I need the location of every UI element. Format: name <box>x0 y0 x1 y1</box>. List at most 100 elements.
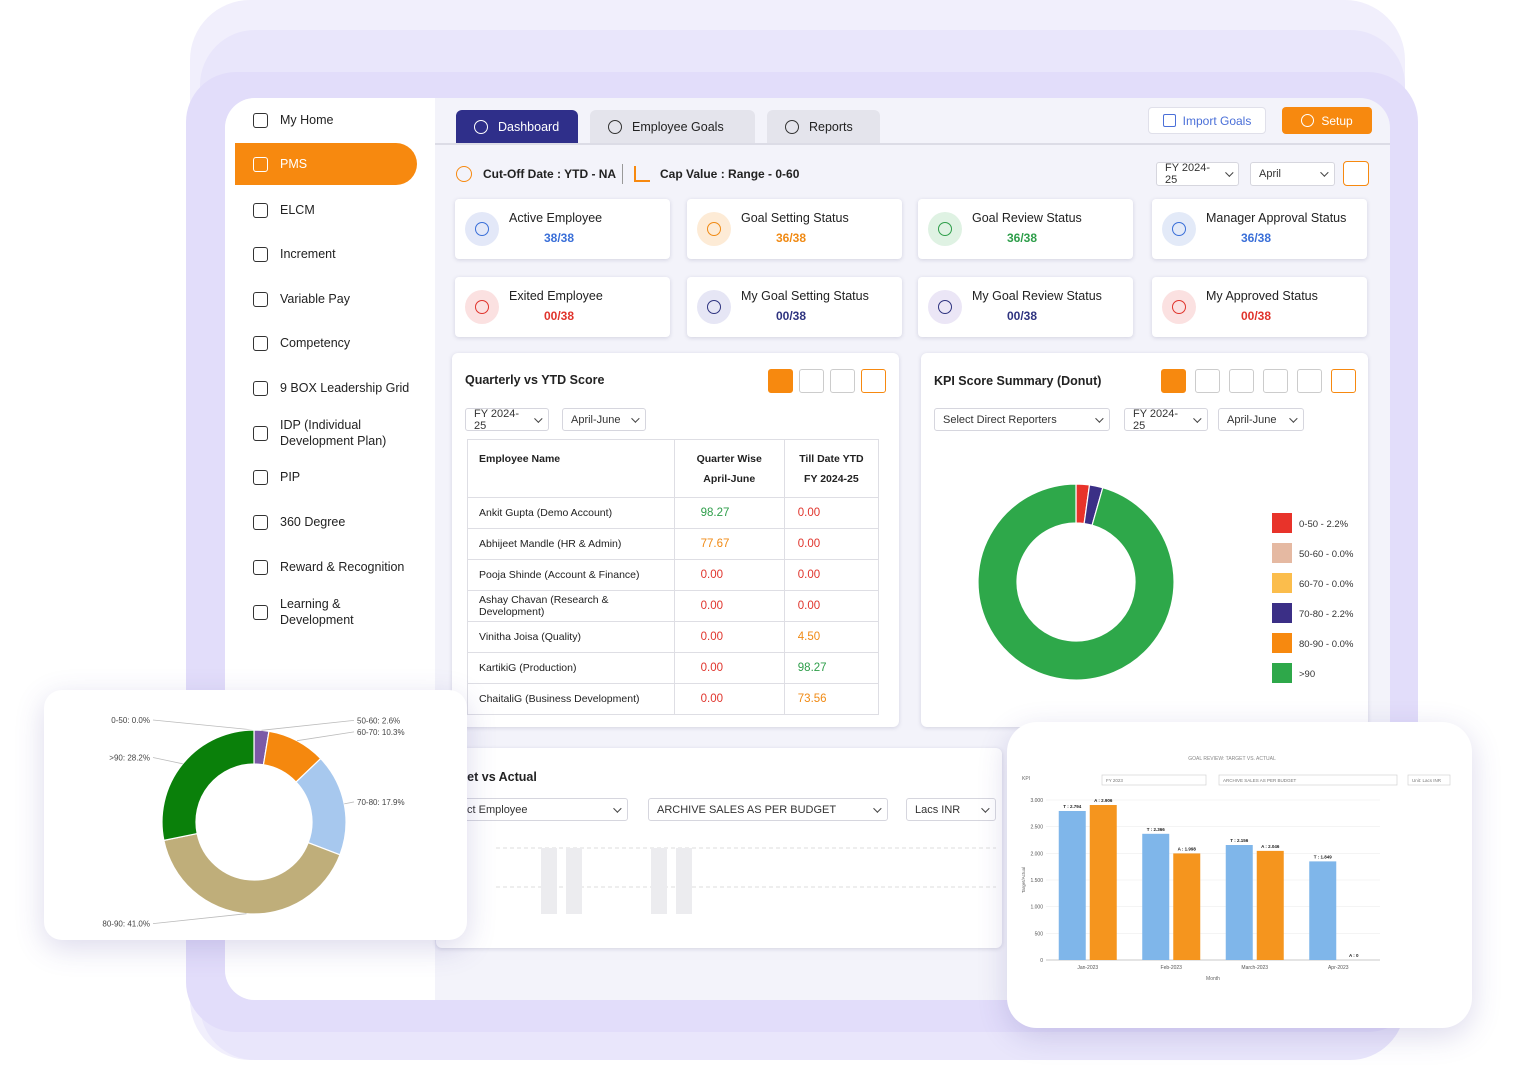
leader-line <box>152 913 247 925</box>
chart-option[interactable] <box>1195 369 1220 393</box>
menu-item[interactable]: Increment <box>253 237 423 271</box>
table-row: Ankit Gupta (Demo Account) 98.27 0.00 <box>467 497 880 529</box>
table-cell: 0.00 <box>783 559 880 591</box>
tab[interactable]: Dashboard <box>456 110 578 144</box>
chart-option[interactable] <box>799 369 824 393</box>
donut-slice <box>977 483 1175 681</box>
chart-option[interactable] <box>1331 369 1356 393</box>
menu-item[interactable]: Learning & Development <box>253 595 423 629</box>
table-cell: Vinitha Joisa (Quality) <box>467 621 675 653</box>
select[interactable]: FY 2024-25 <box>465 407 549 432</box>
menu-item[interactable]: Reward & Recognition <box>253 550 423 584</box>
select[interactable]: FY 2024-25 <box>1156 162 1239 186</box>
leader-line <box>152 719 255 731</box>
menu-item[interactable]: Competency <box>253 326 423 360</box>
card-title: Active Employee <box>509 211 603 225</box>
y-tick-label: 1.000 <box>1030 905 1043 911</box>
menu-label: Reward & Recognition <box>280 560 405 574</box>
table-head: Employee Name Quarter Wise April-June Till … <box>467 439 880 498</box>
bar <box>1309 861 1337 960</box>
header-cell: Employee Name <box>467 439 675 498</box>
table-cell: 0.00 <box>783 590 880 622</box>
card-title: My Goal Review Status <box>972 289 1102 303</box>
menu-item[interactable]: PIP <box>253 460 423 494</box>
import-button[interactable]: Import Goals <box>1148 107 1266 134</box>
card-icon-glyph <box>1172 300 1186 314</box>
table-cell: 0.00 <box>783 497 880 529</box>
x-tick-label: Feb-2023 <box>1161 965 1183 971</box>
menu-item[interactable]: My Home <box>253 103 423 137</box>
chart-option[interactable] <box>1161 369 1186 393</box>
select[interactable]: ARCHIVE SALES AS PER BUDGET <box>648 798 888 821</box>
y-tick-label: 2.500 <box>1030 825 1043 831</box>
select-label: Select Direct Reporters <box>943 413 1057 426</box>
select[interactable]: April-June <box>562 408 646 431</box>
slice-label: 50-60: 2.6% <box>357 716 400 725</box>
select[interactable]: April <box>1250 162 1335 186</box>
menu-item[interactable]: PMS <box>253 147 423 181</box>
value-label: A : 2.906 <box>1094 798 1113 803</box>
bar <box>1058 810 1086 960</box>
slice-label: 0-50: 0.0% <box>111 716 150 725</box>
table-cell: ChaitaliG (Business Development) <box>467 683 675 715</box>
header-text: Till Date YTD <box>799 452 864 465</box>
download-button[interactable] <box>1343 161 1369 186</box>
menu-label: My Home <box>280 113 334 127</box>
menu-label: ELCM <box>280 203 315 217</box>
card-title: My Approved Status <box>1206 289 1318 303</box>
y-axis-label: Target/Actual <box>1021 867 1026 893</box>
menu-item[interactable]: 9 BOX Leadership Grid <box>253 371 423 405</box>
icon <box>253 335 268 351</box>
icon <box>253 112 268 128</box>
tab-icon <box>608 120 622 134</box>
card-value: 00/38 <box>543 309 575 323</box>
table-row: ChaitaliG (Business Development) 0.00 73.5… <box>467 683 880 715</box>
setup-button[interactable]: Setup <box>1282 107 1372 134</box>
card-value: 36/38 <box>1006 231 1038 245</box>
card-value: 36/38 <box>1240 231 1272 245</box>
value-label: T : 2.366 <box>1147 827 1166 832</box>
card-value: 00/38 <box>1240 309 1272 323</box>
menu-item[interactable]: IDP (Individual Development Plan) <box>253 416 423 450</box>
tab-icon <box>785 120 799 134</box>
chart-option[interactable] <box>861 369 886 393</box>
select[interactable]: April-June <box>1218 408 1304 431</box>
value-label: A : 0 <box>1349 953 1359 958</box>
legend-swatch <box>1272 573 1292 593</box>
table-body: Ankit Gupta (Demo Account) 98.27 0.00 Abhij… <box>467 497 880 715</box>
chart-option[interactable] <box>1297 369 1322 393</box>
tab[interactable]: Employee Goals <box>590 110 755 144</box>
menu-label: PIP <box>280 470 301 484</box>
card-value: 38/38 <box>543 231 575 245</box>
status-card: My Goal Review Status 00/38 <box>918 277 1133 337</box>
select[interactable]: FY 2024-25 <box>1124 408 1208 432</box>
y-tick-label: 500 <box>1035 931 1044 937</box>
x-tick-label: March-2023 <box>1241 965 1268 971</box>
menu-label: Competency <box>280 336 351 350</box>
select[interactable]: Lacs INR <box>906 798 996 821</box>
menu-item[interactable]: 360 Degree <box>253 505 423 539</box>
card-value: 00/38 <box>775 309 807 323</box>
chart-option[interactable] <box>768 369 793 393</box>
chart-option[interactable] <box>830 369 855 393</box>
table-cell: Ashay Chavan (Research & Development) <box>467 590 675 622</box>
select-label: ARCHIVE SALES AS PER BUDGET <box>1223 778 1297 783</box>
chart-option[interactable] <box>1229 369 1254 393</box>
select-label: April <box>1259 168 1282 180</box>
menu-item[interactable]: ELCM <box>253 193 423 227</box>
slice-label: 80-90: 41.0% <box>102 920 150 929</box>
select-label: FY 2024-25 <box>474 407 520 432</box>
tab[interactable]: Reports <box>767 110 880 144</box>
table-row: KartikiG (Production) 0.00 98.27 <box>467 652 880 684</box>
menu-item[interactable]: Variable Pay <box>253 282 423 316</box>
table-cell: 98.27 <box>673 497 785 529</box>
table-cell: Pooja Shinde (Account & Finance) <box>467 559 675 591</box>
menu-label: PMS <box>280 157 308 171</box>
chart-option[interactable] <box>1263 369 1288 393</box>
icon <box>253 380 268 396</box>
icon <box>253 469 268 485</box>
select[interactable]: Select Direct Reporters <box>934 408 1110 431</box>
bar <box>1173 853 1201 960</box>
card-title: Exited Employee <box>509 289 603 303</box>
icon <box>1162 114 1176 127</box>
